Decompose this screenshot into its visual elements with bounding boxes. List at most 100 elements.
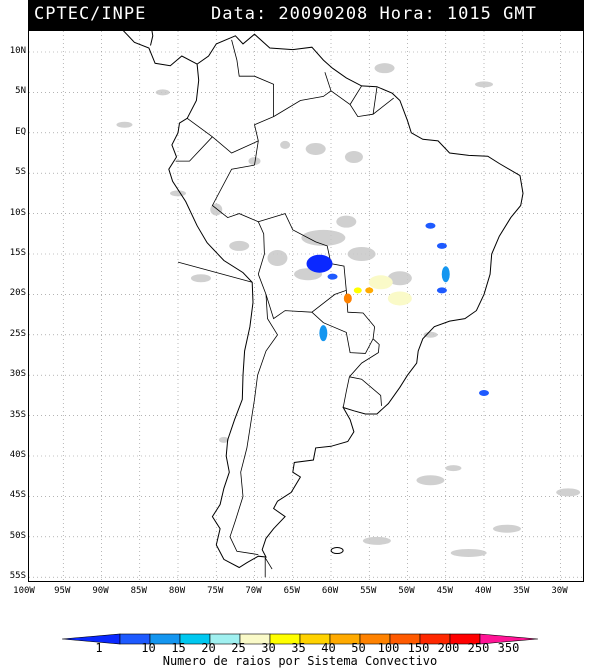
lightning-system [436,242,447,249]
cloud-patch [445,465,462,472]
cloud-patch [305,142,326,155]
legend-tick-label: 50 [351,641,366,655]
cloud-patch [423,331,438,338]
lon-label: 50W [398,586,415,596]
country-border [211,164,265,275]
legend-tick-label: 40 [321,641,336,655]
lightning-system [365,287,374,294]
lightning-system [441,266,450,283]
central-america-coast [122,31,198,67]
country-border [264,556,273,578]
lat-label: 50S [9,530,26,541]
central-america-coast-north [150,31,154,46]
legend-tick-label: 1 [95,641,103,655]
legend-tick-label: 20 [201,641,216,655]
lon-label: 60W [321,586,339,596]
lat-label: 55S [9,571,26,582]
lat-label: 35S [9,409,26,420]
cloud-patch [248,157,261,166]
cloud-patch [556,488,581,497]
cloud-patch [492,524,521,533]
lat-label: 45S [9,490,26,501]
lon-label: 55W [360,586,377,596]
legend-tick-label: 15 [171,641,186,655]
lightning-system [387,291,412,306]
country-border [273,72,332,117]
map-canvas [29,31,583,581]
source-label: CPTEC/INPE [34,4,147,24]
country-border [349,85,362,105]
map-frame [28,30,584,582]
falkland-islands [330,547,344,555]
lat-label: 5S [15,167,26,178]
legend-tick-label: 250 [467,641,490,655]
south-america-outline [122,31,524,569]
cloud-patch [347,247,376,261]
lat-label: 25S [9,328,26,339]
cloud-patch [450,548,487,557]
cloud-patch [218,436,229,443]
lightning-system [327,273,338,280]
lightning-system [319,325,328,342]
lon-label: 95W [54,586,71,596]
country-border [231,39,274,166]
cloud-patch [229,240,250,251]
legend-tick-label: 10 [141,641,156,655]
lat-label: 10N [9,46,26,56]
lon-label: 70W [245,586,262,596]
coastline [168,33,524,569]
cloud-patch [267,250,288,267]
lat-label: 15S [9,248,26,258]
country-border [177,261,253,283]
country-border [330,90,394,118]
cloud-cover-layer [116,63,581,557]
country-border [229,294,278,555]
cloud-patch [344,151,363,164]
lon-label: 30W [551,586,568,596]
legend-tick-label: 35 [291,641,306,655]
legend-caption: Numero de raios por Sistema Convectivo [162,654,438,668]
lightning-systems-layer [306,222,489,396]
lightning-system [306,254,333,273]
legend-tick-label: 25 [231,641,246,655]
cloud-patch [301,229,346,246]
datetime-label: Data: 20090208 Hora: 1015 GMT [211,4,537,24]
lat-label: EQ [15,126,26,137]
legend-tick-label: 100 [377,641,400,655]
lon-label: 85W [130,586,147,596]
lightning-system [425,222,436,229]
lon-label: 35W [513,586,530,596]
map-header: CPTEC/INPE Data: 20090208 Hora: 1015 GMT [28,0,584,30]
grid-lines [29,31,583,581]
country-border [186,117,259,154]
lat-label: 10S [9,207,26,218]
lon-label: 80W [168,586,186,596]
cloud-patch [170,190,186,197]
cloud-patch [336,215,357,228]
cloud-patch [387,271,412,286]
legend-tick-label: 350 [497,641,520,655]
cloud-patch [116,121,133,128]
lon-label: 90W [92,586,109,596]
country-borders [175,39,394,578]
cloud-patch [416,475,445,486]
lon-label: 40W [474,586,492,596]
cloud-patch [190,274,211,283]
lightning-system [368,275,393,290]
country-border [342,376,350,408]
legend-swatch [61,633,121,645]
country-border [349,376,382,406]
lon-label: 65W [283,586,300,596]
lat-label: 20S [9,288,26,299]
legend-tick-label: 200 [437,641,460,655]
country-border [257,213,347,320]
cloud-patch [362,536,391,545]
lon-label: 45W [436,586,453,596]
cloud-patch [155,89,170,96]
legend-swatch [479,633,539,645]
lat-label: 40S [9,450,26,460]
lon-label: 75W [207,586,224,596]
country-border [372,87,378,115]
lightning-system [479,389,489,396]
country-border [349,338,380,378]
